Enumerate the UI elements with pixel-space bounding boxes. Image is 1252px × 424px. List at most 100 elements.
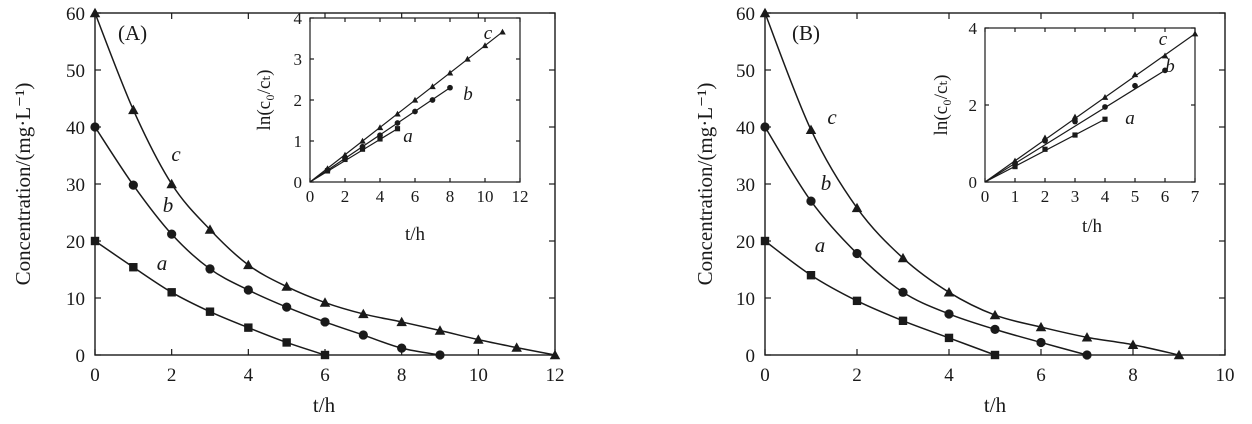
- main-y-tick-label: 50: [66, 61, 85, 82]
- series-a-point: [806, 271, 816, 280]
- inset-x-tick-label: 0: [306, 187, 315, 206]
- series-b-label: b: [163, 193, 174, 217]
- series-c-label: c: [827, 105, 837, 129]
- main-y-tick-label: 0: [76, 346, 86, 367]
- inset-y-axis-title: ln(c₀/cₜ): [254, 70, 275, 131]
- inset-series-c-point: [1161, 52, 1169, 59]
- series-a-point: [760, 236, 770, 246]
- series-b-point: [358, 330, 368, 340]
- inset-series-c-point: [411, 96, 419, 103]
- main-y-tick-label: 60: [66, 4, 85, 25]
- inset-x-axis-title: t/h: [1082, 216, 1103, 237]
- panel-a-chart: 0 2 4 6 8 10 120102030405060(A)Concentration/(…: [11, 4, 565, 417]
- main-y-tick-label: 20: [66, 232, 85, 253]
- series-c-point: [243, 259, 254, 270]
- series-c-point: [89, 7, 101, 18]
- series-a-point: [244, 323, 253, 332]
- inset-series-a-point: [394, 126, 401, 132]
- inset-plot-frame: [984, 27, 1196, 183]
- inset-x-axis-title: t/h: [405, 224, 426, 245]
- series-c-point: [1035, 321, 1047, 332]
- series-b-point: [282, 302, 292, 312]
- inset-x-tick-label: 4: [376, 187, 385, 206]
- series-b-point: [435, 350, 445, 360]
- main-y-tick-label: 10: [736, 289, 755, 310]
- inset-y-tick-label: 2: [969, 96, 978, 115]
- series-b-point: [944, 309, 954, 319]
- inset-x-tick-label: 2: [341, 187, 350, 206]
- inset-series-c-point: [324, 165, 331, 172]
- inset-series-c-point: [376, 124, 384, 131]
- main-y-tick-label: 40: [736, 118, 755, 139]
- inset-series-c-point: [1191, 30, 1199, 37]
- main-x-tick-label: 4: [944, 365, 954, 386]
- series-c-point: [358, 308, 369, 319]
- x-axis-title: t/h: [313, 393, 336, 417]
- main-x-tick-label: 0: [90, 365, 100, 386]
- inset-series-a-point: [1072, 132, 1078, 138]
- series-c-point: [549, 349, 561, 360]
- inset-series-c-point: [1071, 113, 1079, 120]
- inset-y-tick-label: 0: [294, 173, 303, 192]
- inset-x-tick-label: 12: [512, 187, 529, 206]
- x-axis-title: t/h: [984, 393, 1007, 417]
- main-x-tick-label: 6: [320, 365, 330, 386]
- inset-series-b-label: b: [1165, 56, 1175, 77]
- inset-series-c-point: [499, 28, 506, 35]
- inset-series-c-point: [1041, 134, 1049, 141]
- panel-label: (A): [118, 21, 147, 45]
- main-y-tick-label: 30: [66, 175, 85, 196]
- series-b-point: [760, 122, 770, 132]
- series-b-point: [205, 264, 215, 274]
- inset-series-c-point: [1131, 71, 1139, 78]
- main-x-tick-label: 10: [469, 365, 488, 386]
- main-y-tick-label: 20: [736, 232, 755, 253]
- series-c-point: [1173, 349, 1185, 360]
- main-y-tick-label: 10: [66, 289, 85, 310]
- inset-series-a-point: [1042, 146, 1048, 152]
- inset-x-tick-label: 4: [1101, 187, 1110, 206]
- main-x-tick-label: 4: [244, 365, 254, 386]
- series-b-line: [94, 126, 441, 356]
- series-a-point: [320, 350, 330, 360]
- inset-y-tick-label: 4: [294, 9, 303, 28]
- inset-series-c-label: c: [484, 23, 493, 44]
- series-a-line: [94, 240, 326, 356]
- inset-series-c-point: [429, 83, 436, 90]
- inset-series-a-label: a: [1125, 108, 1135, 129]
- series-b-point: [1036, 337, 1046, 348]
- series-a-point: [898, 316, 908, 325]
- inset-series-a-label: a: [403, 126, 413, 147]
- inset-series-b-point: [447, 84, 453, 91]
- series-c-point: [511, 342, 522, 352]
- series-c-point: [1081, 332, 1093, 342]
- inset-y-tick-label: 4: [969, 19, 978, 38]
- main-y-tick-label: 50: [736, 61, 755, 82]
- inset-x-tick-label: 2: [1041, 187, 1050, 206]
- series-b-point: [1082, 350, 1092, 360]
- inset-series-a-line: [309, 128, 398, 183]
- inset-series-c-point: [359, 137, 366, 144]
- panel-label: (B): [792, 21, 820, 45]
- inset-y-tick-label: 3: [294, 50, 303, 69]
- inset-series-b-point: [359, 143, 366, 150]
- inset-series-c-point: [1011, 157, 1019, 164]
- inset-series-c-line: [984, 33, 1196, 183]
- series-c-point: [396, 316, 407, 327]
- inset-series-b-point: [1132, 82, 1138, 89]
- inset-series-c-point: [481, 42, 489, 49]
- inset-series-a-point: [1102, 116, 1108, 122]
- inset-y-tick-label: 0: [969, 173, 978, 192]
- series-b-point: [806, 196, 816, 206]
- main-x-tick-label: 8: [397, 365, 407, 386]
- series-a-label: a: [157, 251, 168, 275]
- main-y-tick-label: 0: [746, 346, 756, 367]
- main-y-tick-label: 60: [736, 4, 755, 25]
- series-a-line: [764, 240, 996, 356]
- inset-x-tick-label: 10: [477, 187, 494, 206]
- inset-series-b-point: [1162, 67, 1168, 74]
- series-c-point: [281, 281, 292, 291]
- series-c-point: [851, 202, 863, 213]
- series-c-point: [319, 297, 331, 307]
